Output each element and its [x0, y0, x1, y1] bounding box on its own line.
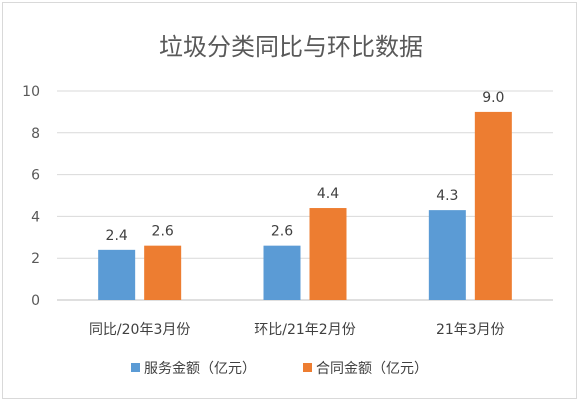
- data-label: 2.6: [152, 224, 174, 240]
- bar-series-0-cat-1: [263, 245, 301, 300]
- bar-series-1-cat-1: [309, 208, 347, 300]
- y-tick-label: 2: [31, 251, 40, 267]
- data-label: 2.4: [106, 228, 128, 244]
- data-labels: 2.4 2.6 2.6 4.4 4.3 9.0: [106, 90, 505, 244]
- y-tick-label: 4: [31, 209, 40, 225]
- bar-series-1-cat-2: [474, 111, 512, 301]
- data-label: 4.4: [317, 186, 339, 202]
- data-label: 2.6: [271, 224, 293, 240]
- legend-swatch-1: [303, 363, 312, 372]
- legend-entry-0: 服务金额（亿元）: [144, 361, 256, 377]
- x-category-label: 环比/21年2月份: [254, 322, 355, 338]
- data-label: 9.0: [482, 90, 504, 106]
- y-tick-label: 10: [22, 84, 40, 100]
- legend-entry-1: 合同金额（亿元）: [316, 361, 428, 377]
- legend-swatch-0: [131, 363, 140, 372]
- bar-series-1-cat-0: [144, 245, 182, 300]
- x-category-label: 同比/20年3月份: [89, 322, 190, 338]
- x-axis-categories: 同比/20年3月份 环比/21年2月份 21年3月份: [89, 322, 505, 338]
- bars: [98, 111, 512, 301]
- y-tick-label: 8: [31, 126, 40, 142]
- bar-series-0-cat-2: [428, 210, 466, 300]
- legend: 服务金额（亿元） 合同金额（亿元）: [131, 361, 428, 377]
- gridlines: [57, 90, 553, 301]
- chart-frame: 垃圾分类同比与环比数据 0 2 4 6 8 10 2.4 2.6 2.6 4.4 4.3 9.0 同…: [2, 2, 577, 399]
- chart-title: 垃圾分类同比与环比数据: [159, 33, 423, 61]
- y-tick-label: 0: [31, 293, 40, 309]
- bar-series-0-cat-0: [98, 249, 136, 300]
- bar-chart: 垃圾分类同比与环比数据 0 2 4 6 8 10 2.4 2.6 2.6 4.4 4.3 9.0 同…: [22, 33, 553, 377]
- x-category-label: 21年3月份: [436, 322, 505, 338]
- data-label: 4.3: [436, 188, 458, 204]
- y-tick-label: 6: [31, 168, 40, 184]
- y-axis-ticks: 0 2 4 6 8 10: [22, 84, 40, 309]
